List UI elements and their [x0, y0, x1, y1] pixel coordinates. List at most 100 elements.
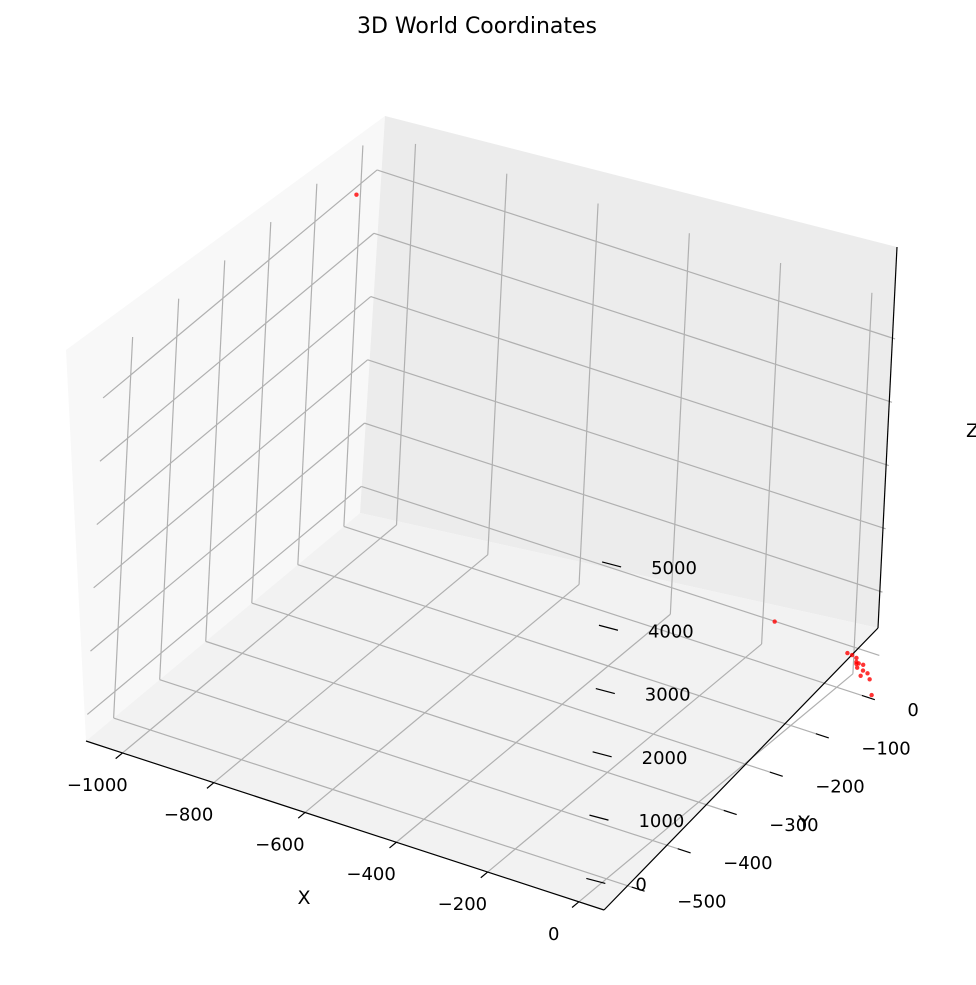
z-tick	[598, 624, 619, 631]
z-gridline-back	[370, 295, 889, 467]
z-gridline-back	[361, 485, 880, 656]
x-gridline-back	[395, 143, 417, 525]
x-gridline-back	[669, 233, 690, 615]
y-axis-label: Y	[797, 812, 810, 834]
z-gridline-back	[364, 422, 883, 593]
z-axis-line	[877, 246, 898, 629]
y-gridline-left	[343, 145, 364, 527]
y-tick	[861, 694, 876, 701]
data-point	[845, 650, 850, 656]
x-tick	[389, 841, 397, 849]
y-gridline-floor	[343, 525, 863, 696]
y-tick-label: −100	[861, 738, 910, 759]
ticks: −1000 −800 −600 −400 −200 0 0 −100 −200 −300 −400 −…	[67, 558, 919, 945]
data-point	[860, 668, 866, 673]
x-gridline-floor	[487, 643, 763, 873]
x-gridline-back	[761, 263, 782, 645]
z-gridline-back	[373, 232, 893, 403]
z-gridline-back	[376, 169, 896, 340]
x-gridline-back	[852, 292, 873, 674]
y-tick-label: 0	[907, 700, 918, 721]
x-gridline-floor	[578, 673, 854, 903]
data-point	[854, 665, 860, 670]
y-tick	[815, 733, 829, 739]
z-gridline-back	[367, 359, 886, 530]
y-tick	[677, 848, 691, 854]
x-tick-label: −400	[346, 864, 395, 885]
y-gridline-floor	[159, 679, 678, 850]
grid-lines	[86, 143, 896, 903]
y-tick-label: −400	[723, 853, 772, 874]
data-point	[856, 661, 861, 666]
x-axis-line	[85, 740, 605, 911]
z-tick-label: 4000	[648, 621, 694, 642]
z-gridline-left	[99, 232, 375, 462]
back-pane-right	[360, 116, 897, 628]
x-tick	[206, 782, 215, 789]
data-point	[869, 692, 874, 698]
z-gridline-left	[93, 359, 369, 589]
z-tick-label: 2000	[642, 748, 688, 769]
y-tick	[631, 886, 645, 892]
z-gridline-left	[86, 485, 362, 715]
data-point	[860, 662, 866, 667]
floor-pane	[86, 513, 878, 910]
z-tick	[592, 751, 612, 758]
y-gridline-left	[251, 222, 272, 604]
data-point	[849, 652, 855, 658]
x-tick-label: −200	[438, 894, 487, 915]
x-gridline-floor	[304, 584, 580, 813]
y-gridline-left	[297, 183, 318, 565]
z-tick-label: 0	[635, 874, 646, 895]
y-gridline-left	[205, 260, 226, 642]
x-tick-label: −800	[164, 805, 213, 826]
data-point	[865, 671, 870, 676]
y-gridline-floor	[205, 640, 724, 811]
back-pane-left	[66, 116, 385, 741]
y-gridline-left	[113, 336, 134, 719]
y-tick	[723, 809, 737, 816]
y-axis-line	[603, 627, 879, 911]
y-tick-label: −500	[677, 892, 726, 913]
y-gridline-left	[159, 298, 180, 680]
x-gridline-back	[487, 173, 508, 555]
axes	[85, 246, 898, 911]
x-axis-label: X	[297, 887, 310, 909]
z-axis-label: Z	[966, 420, 976, 442]
z-gridline-left	[90, 422, 365, 652]
z-tick	[595, 687, 615, 695]
z-gridline-left	[96, 296, 372, 526]
x-tick	[297, 812, 306, 819]
x-tick-label: 0	[548, 924, 559, 945]
data-points	[354, 192, 874, 698]
x-gridline-floor	[395, 613, 671, 843]
y-gridline-floor	[251, 602, 770, 773]
x-tick	[571, 901, 580, 908]
z-tick-label: 5000	[651, 558, 697, 579]
data-point	[772, 619, 777, 624]
x-gridline-floor	[213, 554, 489, 784]
z-tick	[601, 561, 622, 568]
data-point	[854, 655, 859, 661]
z-tick	[586, 877, 606, 884]
data-point	[867, 677, 872, 682]
z-tick-label: 1000	[638, 811, 684, 832]
x-gridline-back	[578, 203, 599, 585]
x-tick	[115, 752, 123, 760]
z-tick-label: 3000	[645, 685, 691, 706]
data-point	[354, 192, 359, 197]
chart-title: 3D World Coordinates	[357, 14, 597, 39]
x-tick	[480, 871, 489, 879]
x-gridline-floor	[122, 524, 397, 754]
z-tick	[589, 814, 609, 821]
data-point	[858, 673, 863, 679]
y-tick-label: −200	[815, 777, 864, 798]
y-gridline-floor	[113, 717, 632, 888]
y-gridline-floor	[297, 564, 817, 735]
y-tick	[769, 771, 783, 777]
z-gridline-left	[102, 169, 378, 399]
x-tick-label: −1000	[67, 775, 128, 796]
x-tick-label: −600	[255, 834, 304, 855]
y-tick-label: −300	[769, 815, 818, 836]
